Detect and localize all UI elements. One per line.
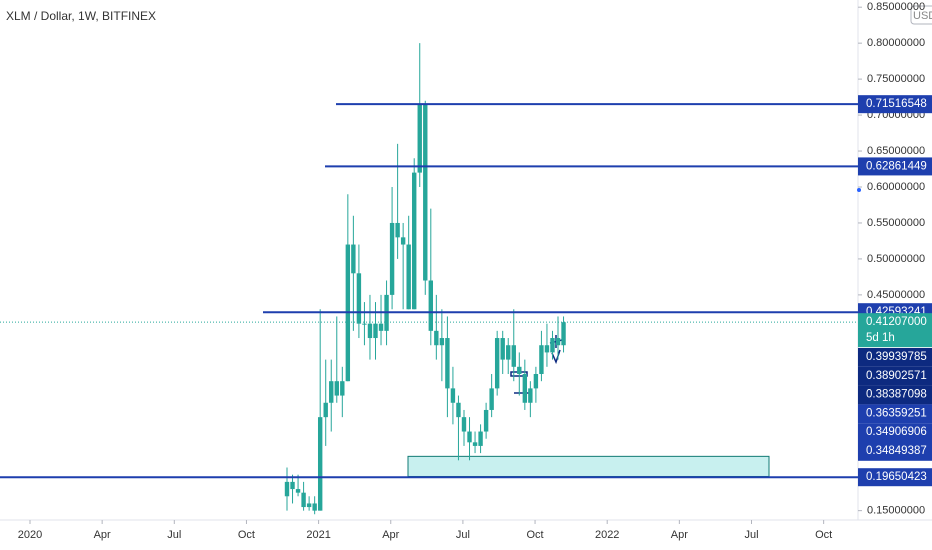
x-tick-label: Oct xyxy=(815,529,832,541)
candle-body xyxy=(528,388,533,403)
candle-body xyxy=(494,338,500,389)
price-label-bg xyxy=(858,423,932,442)
candle-body xyxy=(312,503,317,511)
candle-body xyxy=(467,431,472,443)
candle-body xyxy=(329,381,334,403)
candle-body xyxy=(511,345,516,367)
current-price-bg xyxy=(858,313,932,348)
x-tick-label: 2020 xyxy=(18,529,42,541)
candle-body xyxy=(340,381,345,396)
candle-body xyxy=(367,323,373,339)
level-label-bg xyxy=(858,468,932,487)
current-price-label: 0.41207000 xyxy=(866,316,927,328)
candle-body xyxy=(306,503,312,508)
candle-body xyxy=(489,388,494,410)
level-label: 0.19650423 xyxy=(866,471,927,483)
y-tick-label: 0.75000000 xyxy=(867,73,925,85)
candle-body xyxy=(373,323,378,339)
candle-body xyxy=(483,409,489,432)
price-label: 0.34906906 xyxy=(866,426,927,438)
currency-label[interactable]: USD xyxy=(913,10,932,22)
x-tick-label: 2022 xyxy=(595,529,619,541)
x-tick-label: Apr xyxy=(94,529,111,541)
x-tick-label: Oct xyxy=(238,529,255,541)
candle-body xyxy=(445,338,450,389)
candle-body xyxy=(461,417,467,432)
candle-body xyxy=(478,431,483,446)
chart-title: XLM / Dollar, 1W, BITFINEX xyxy=(6,9,156,23)
y-tick-label: 0.50000000 xyxy=(867,253,925,265)
candle-body xyxy=(284,481,290,497)
x-tick-label: Apr xyxy=(671,529,688,541)
price-label-bg xyxy=(858,385,932,405)
price-label-bg xyxy=(858,348,932,367)
candle-body xyxy=(395,222,400,238)
currency-button[interactable] xyxy=(910,5,932,25)
candle-body xyxy=(356,273,362,324)
candle-body xyxy=(506,345,511,360)
level-label: 0.62861449 xyxy=(866,160,927,172)
y-tick-label: 0.80000000 xyxy=(867,37,925,49)
candle-body xyxy=(561,322,566,346)
candle-body xyxy=(301,492,306,508)
candle-body xyxy=(439,338,445,346)
candle-body xyxy=(412,172,417,310)
y-tick-label: 0.55000000 xyxy=(867,217,925,229)
candle-body xyxy=(389,222,395,295)
x-tick-label: Jul xyxy=(744,529,758,541)
candle-body xyxy=(434,330,439,346)
price-label-bg xyxy=(858,442,932,461)
x-tick-label: Jul xyxy=(167,529,181,541)
price-label: 0.38902571 xyxy=(866,370,927,382)
x-tick-label: Apr xyxy=(382,529,399,541)
candle-body xyxy=(544,345,550,353)
price-label: 0.39939785 xyxy=(866,351,927,363)
support-zone xyxy=(407,455,770,477)
y-tick-label: 0.45000000 xyxy=(867,289,925,301)
candle-body xyxy=(539,345,544,374)
candle-body xyxy=(290,481,295,490)
candle-body xyxy=(456,402,461,418)
candle-body xyxy=(317,417,323,511)
x-tick-label: 2021 xyxy=(306,529,330,541)
candle-body xyxy=(417,104,422,173)
candle-body xyxy=(406,244,411,310)
alert-dot xyxy=(857,188,861,192)
y-tick-label: 0.65000000 xyxy=(867,145,925,157)
candle-body xyxy=(500,338,505,360)
candle-body xyxy=(423,104,428,281)
candle-body xyxy=(555,338,561,346)
level-label: 0.71516548 xyxy=(866,98,927,110)
candle-body xyxy=(533,373,539,389)
x-tick-label: Jul xyxy=(456,529,470,541)
price-label-bg xyxy=(858,404,932,424)
candle-body xyxy=(334,381,339,396)
price-label: 0.38387098 xyxy=(866,389,927,401)
level-label-bg xyxy=(858,95,932,114)
candle-body xyxy=(522,373,528,403)
candle-body xyxy=(295,489,301,493)
candle-body xyxy=(362,323,367,325)
candle-body xyxy=(517,366,522,374)
candle-body xyxy=(400,237,406,245)
countdown: 5d 1h xyxy=(866,332,895,344)
y-tick-label: 0.60000000 xyxy=(867,181,925,193)
candle-body xyxy=(378,323,384,331)
price-label: 0.34849387 xyxy=(866,445,927,457)
y-tick-label: 0.15000000 xyxy=(867,505,925,517)
candle-body xyxy=(472,442,478,446)
candle-body xyxy=(428,280,434,331)
price-label: 0.36359251 xyxy=(866,407,927,419)
x-tick-label: Oct xyxy=(526,529,543,541)
y-tick-label: 0.85000000 xyxy=(867,1,925,13)
candle-body xyxy=(450,388,456,403)
candle-body xyxy=(550,338,555,353)
candle-body xyxy=(323,402,328,418)
level-label-bg xyxy=(858,157,932,176)
candle-body xyxy=(351,244,356,274)
price-label-bg xyxy=(858,366,932,386)
